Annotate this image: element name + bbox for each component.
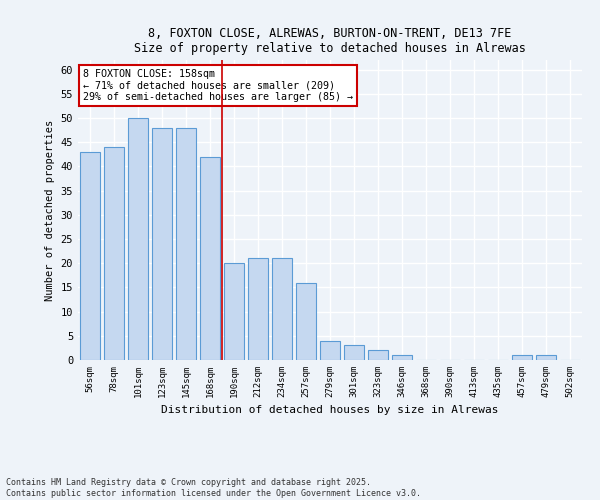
Bar bbox=[152, 128, 172, 360]
Text: Contains HM Land Registry data © Crown copyright and database right 2025.
Contai: Contains HM Land Registry data © Crown c… bbox=[6, 478, 421, 498]
Bar bbox=[200, 157, 220, 360]
Bar bbox=[392, 355, 412, 360]
Bar bbox=[104, 147, 124, 360]
Bar bbox=[176, 128, 196, 360]
Bar bbox=[272, 258, 292, 360]
Bar bbox=[512, 355, 532, 360]
Bar bbox=[128, 118, 148, 360]
Title: 8, FOXTON CLOSE, ALREWAS, BURTON-ON-TRENT, DE13 7FE
Size of property relative to: 8, FOXTON CLOSE, ALREWAS, BURTON-ON-TREN… bbox=[134, 26, 526, 54]
Text: 8 FOXTON CLOSE: 158sqm
← 71% of detached houses are smaller (209)
29% of semi-de: 8 FOXTON CLOSE: 158sqm ← 71% of detached… bbox=[83, 69, 353, 102]
Bar bbox=[344, 346, 364, 360]
Bar bbox=[320, 340, 340, 360]
Bar bbox=[224, 263, 244, 360]
Bar bbox=[296, 282, 316, 360]
Y-axis label: Number of detached properties: Number of detached properties bbox=[45, 120, 55, 300]
Bar bbox=[368, 350, 388, 360]
Bar bbox=[80, 152, 100, 360]
Bar bbox=[248, 258, 268, 360]
Bar bbox=[536, 355, 556, 360]
X-axis label: Distribution of detached houses by size in Alrewas: Distribution of detached houses by size … bbox=[161, 406, 499, 415]
